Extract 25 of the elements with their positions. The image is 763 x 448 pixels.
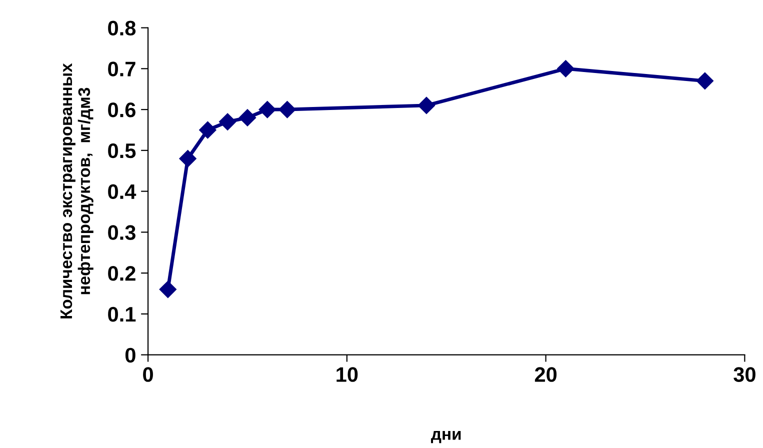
y-axis-title: Количество экстрагированных нефтепродуктов, мг/дм3	[60, 63, 94, 318]
point	[696, 72, 714, 90]
x-tick-label: 20	[534, 367, 557, 382]
point	[199, 121, 216, 139]
y-tick-label: 0.4	[108, 184, 136, 200]
point	[179, 150, 196, 168]
y-tick-label: 0	[125, 348, 136, 363]
x-axis-title: дни	[431, 430, 461, 444]
point	[278, 100, 296, 118]
y-tick-label: 0.2	[108, 266, 136, 281]
x-tick-label: 0	[143, 367, 153, 382]
point	[159, 280, 176, 298]
y-tick-label: 0.5	[108, 143, 136, 158]
point	[219, 113, 236, 130]
point	[238, 109, 256, 126]
y-tick-label: 0.8	[108, 20, 136, 36]
point	[557, 60, 574, 78]
point	[418, 96, 436, 114]
point	[258, 100, 276, 118]
x-tick-label: 30	[734, 367, 756, 382]
y-tick-label: 0.7	[108, 62, 136, 76]
y-tick-label: 0.6	[108, 102, 136, 118]
x-tick-label: 10	[336, 367, 358, 382]
y-tick-label: 0.3	[108, 225, 136, 240]
y-tick-label: 0.1	[108, 306, 136, 322]
